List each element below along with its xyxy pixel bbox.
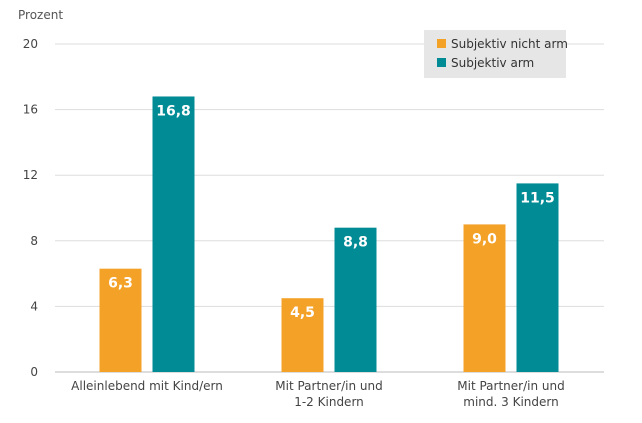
bar: [99, 268, 142, 372]
y-tick-label: 20: [23, 37, 38, 51]
bars: 6,3 16,8 4,5 8,8 9,0 11,5: [99, 96, 559, 372]
bar: [334, 227, 377, 372]
category-label: Mit Partner/in und: [275, 379, 382, 393]
y-tick-label: 16: [23, 103, 38, 117]
y-tick-label: 12: [23, 168, 38, 182]
bar-value-label: 11,5: [520, 190, 555, 206]
category-label: Alleinlebend mit Kind/ern: [71, 379, 223, 393]
legend-background: [424, 30, 566, 78]
category-labels: Alleinlebend mit Kind/ern Mit Partner/in …: [71, 379, 565, 409]
bar-value-label: 6,3: [108, 276, 133, 292]
y-tick-label: 8: [30, 234, 38, 248]
bar-value-label: 4,5: [290, 305, 315, 321]
y-tick-labels: 0 4 8 12 16 20: [23, 37, 38, 379]
bar-value-label: 8,8: [343, 235, 368, 251]
y-tick-label: 0: [30, 365, 38, 379]
bar: [516, 183, 559, 372]
legend: Subjektiv nicht arm Subjektiv arm: [424, 30, 568, 78]
bar-value-label: 9,0: [472, 231, 497, 247]
category-label: mind. 3 Kindern: [463, 395, 558, 409]
legend-label-subjektiv-arm: Subjektiv arm: [451, 56, 534, 70]
y-unit-label: Prozent: [18, 8, 63, 22]
y-tick-label: 4: [30, 299, 38, 313]
bar-value-label: 16,8: [156, 103, 191, 119]
category-label: Mit Partner/in und: [457, 379, 564, 393]
category-label: 1-2 Kindern: [294, 395, 364, 409]
bar: [281, 298, 324, 372]
bar: [463, 224, 506, 372]
legend-label-subjektiv-nicht-arm: Subjektiv nicht arm: [451, 37, 568, 51]
legend-swatch-subjektiv-arm: [437, 58, 446, 67]
legend-swatch-subjektiv-nicht-arm: [437, 39, 446, 48]
bar: [152, 96, 195, 372]
gridlines: [55, 43, 604, 373]
